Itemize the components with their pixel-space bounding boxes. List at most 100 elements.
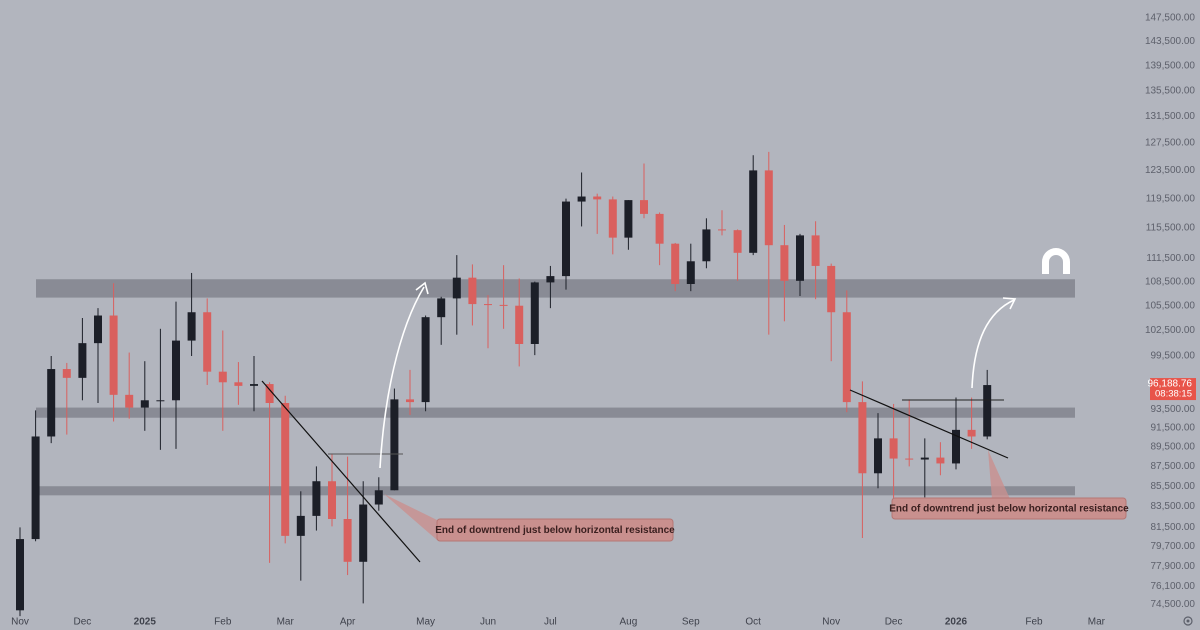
callout-pointer <box>384 494 437 540</box>
zone <box>36 486 1075 496</box>
candle-body <box>686 261 695 284</box>
candle-body <box>796 235 804 281</box>
x-tick-label: Nov <box>11 617 29 628</box>
y-tick-label: 76,100.00 <box>1151 581 1196 592</box>
trendline <box>261 380 421 563</box>
candle-body <box>811 235 820 266</box>
y-tick-label: 99,500.00 <box>1151 351 1196 362</box>
candle-body <box>858 402 867 474</box>
x-tick-label: Mar <box>1088 617 1106 628</box>
candle-body <box>905 458 914 460</box>
y-tick-label: 108,500.00 <box>1145 276 1195 287</box>
candle-body <box>468 277 477 305</box>
arrow <box>379 286 425 469</box>
candle-body <box>499 304 508 306</box>
candle-body <box>156 400 165 402</box>
price-tag: 96,188.76 08:38:15 <box>1148 378 1196 401</box>
y-tick-label: 87,500.00 <box>1151 461 1196 472</box>
callout-pointer <box>988 450 1010 499</box>
candle-body <box>62 369 71 378</box>
y-tick-label: 147,500.00 <box>1145 13 1195 24</box>
y-tick-label: 127,500.00 <box>1145 138 1195 149</box>
candle-body <box>546 276 555 283</box>
arrow <box>971 299 1015 389</box>
x-tick-label: Aug <box>620 617 638 628</box>
x-tick-label: Jul <box>544 617 557 628</box>
x-tick-label: Nov <box>822 617 840 628</box>
candle-body <box>702 229 711 262</box>
callout-text: End of downtrend just below horizontal r… <box>435 525 675 536</box>
x-tick-label: Sep <box>682 617 700 628</box>
candle-body <box>936 457 945 464</box>
candle-body <box>390 399 399 491</box>
candle-body <box>265 384 274 404</box>
arrow-head <box>415 281 429 295</box>
last-price: 96,188.76 <box>1148 379 1193 390</box>
candle-body <box>718 229 726 231</box>
candle-body <box>296 515 305 536</box>
y-tick-label: 79,700.00 <box>1151 541 1196 552</box>
candle-body <box>827 265 836 313</box>
y-tick-label: 83,500.00 <box>1151 501 1196 512</box>
candle-body <box>655 213 664 244</box>
candle-body <box>562 201 570 277</box>
candle-body <box>140 400 149 408</box>
y-tick-label: 102,500.00 <box>1145 325 1195 336</box>
candle-body <box>593 196 602 200</box>
y-tick-label: 93,500.00 <box>1151 404 1196 415</box>
candles <box>16 151 992 617</box>
x-tick-label: Apr <box>340 617 356 628</box>
y-tick-label: 111,500.00 <box>1146 253 1195 264</box>
candle-body <box>218 371 227 383</box>
candle-body <box>733 230 742 253</box>
candle-body <box>452 277 461 299</box>
candle-body <box>250 384 258 386</box>
arrow-head <box>1002 297 1017 310</box>
candle-body <box>671 243 680 284</box>
y-tick-label: 139,500.00 <box>1145 60 1195 71</box>
candle-body <box>343 519 352 562</box>
candle-body <box>421 317 430 403</box>
candle-body <box>577 196 586 202</box>
candle-body <box>842 312 851 403</box>
settings-icon[interactable] <box>1183 616 1193 626</box>
countdown: 08:38:15 <box>1155 389 1192 400</box>
candle-body <box>983 385 992 437</box>
x-tick-label: Feb <box>1025 617 1043 628</box>
candle-body <box>749 170 758 253</box>
x-tick-label: Dec <box>885 617 903 628</box>
candle-body <box>234 382 243 386</box>
x-tick-label: 2025 <box>134 617 157 628</box>
candle-body <box>764 170 773 246</box>
axes: 147,500.00 143,500.00 139,500.00 135,500.00… <box>11 13 1195 628</box>
candle-body <box>406 399 414 403</box>
candle-body <box>94 315 102 344</box>
callout <box>436 518 674 542</box>
candle-body <box>640 200 648 214</box>
x-tick-label: Mar <box>277 617 295 628</box>
candle-body <box>967 429 976 437</box>
candle-body <box>16 539 24 611</box>
candle-body <box>952 429 960 464</box>
y-tick-label: 91,500.00 <box>1151 423 1196 434</box>
zone <box>36 407 1075 418</box>
y-tick-label: 105,500.00 <box>1145 300 1195 311</box>
candle-body <box>281 403 290 536</box>
candle-body <box>780 245 789 281</box>
callout <box>891 497 1127 520</box>
magnet-icon <box>1042 248 1070 274</box>
y-tick-label: 81,500.00 <box>1151 522 1196 533</box>
y-tick-label: 135,500.00 <box>1145 85 1195 96</box>
candle-body <box>624 200 633 238</box>
candle-body <box>328 481 336 520</box>
candle-body <box>484 304 492 306</box>
y-tick-label: 77,900.00 <box>1151 561 1196 572</box>
candle-body <box>109 315 118 395</box>
y-tick-label: 89,500.00 <box>1151 442 1196 453</box>
candle-body <box>187 312 196 341</box>
candle-body <box>874 438 882 474</box>
candle-body <box>437 298 446 318</box>
x-tick-label: Oct <box>745 617 761 628</box>
candle-body <box>889 438 898 459</box>
